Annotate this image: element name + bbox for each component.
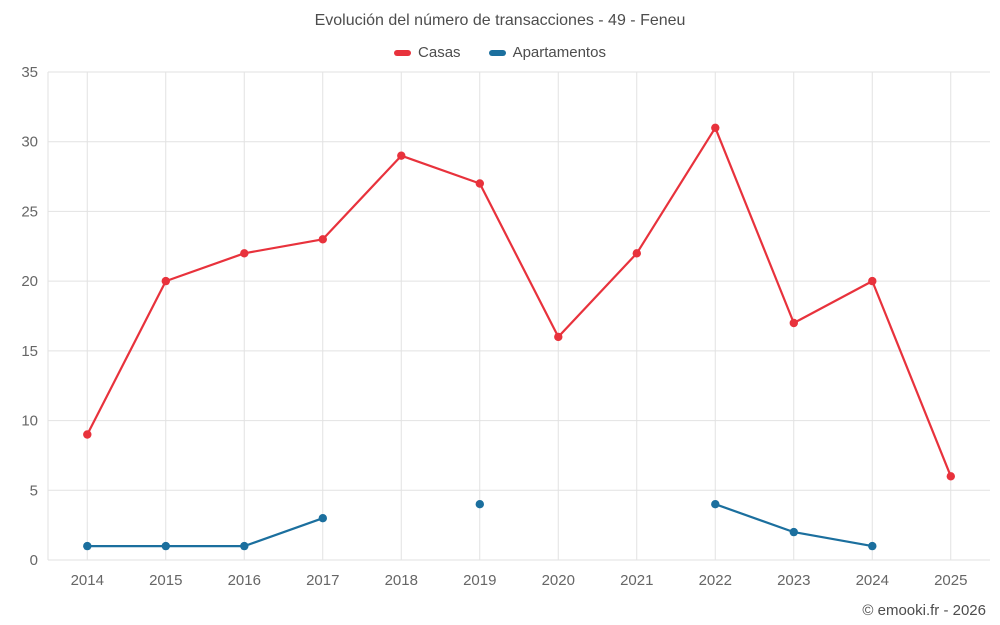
data-point-apartamentos: [318, 514, 327, 523]
data-point-casas: [946, 472, 955, 481]
legend: Casas Apartamentos: [0, 44, 1000, 61]
data-point-casas: [475, 179, 484, 188]
x-axis-tick-label: 2022: [699, 572, 732, 589]
y-axis-tick-label: 30: [21, 134, 38, 151]
data-point-casas: [83, 430, 92, 439]
data-point-casas: [161, 276, 170, 286]
data-point-apartamentos: [475, 500, 484, 509]
y-grid-and-labels: 0 5 10 15 20 25 30 35: [21, 64, 990, 569]
y-axis-tick-label: 25: [21, 203, 38, 220]
data-point-apartamentos: [711, 500, 720, 509]
data-point-casas: [868, 276, 877, 286]
legend-label: Casas: [418, 44, 461, 61]
data-point-casas: [711, 123, 720, 132]
data-point-casas: [789, 318, 798, 328]
x-axis-tick-label: 2025: [934, 572, 967, 589]
legend-swatch-casas: [394, 49, 412, 56]
x-axis-tick-label: 2014: [71, 572, 104, 589]
y-axis-tick-label: 20: [21, 273, 38, 290]
x-grid-and-labels: 2014 2015 2016 2017 2018 2019 2020 2021 2022 2023…: [47, 72, 967, 589]
series-line-casas: [86, 126, 952, 478]
copyright: © emooki.fr - 2026: [862, 602, 986, 619]
data-point-casas: [318, 235, 327, 244]
data-point-apartamentos: [789, 527, 798, 537]
y-axis-tick-label: 35: [21, 64, 38, 81]
chart-title: Evolución del número de transacciones - …: [314, 12, 686, 29]
data-point-casas: [632, 249, 641, 258]
y-axis-tick-label: 10: [21, 413, 38, 430]
x-axis-tick-label: 2016: [228, 572, 261, 589]
data-point-casas: [397, 151, 406, 160]
x-axis-tick-label: 2015: [149, 572, 182, 589]
x-axis-tick-label: 2019: [463, 572, 496, 589]
y-axis-tick-label: 5: [30, 482, 38, 499]
x-axis-tick-label: 2021: [620, 572, 653, 589]
legend-item-casas[interactable]: Casas: [394, 44, 461, 61]
data-point-apartamentos: [868, 541, 877, 551]
legend-item-apartamentos[interactable]: Apartamentos: [488, 44, 606, 61]
y-axis-tick-label: 0: [30, 552, 38, 569]
data-point-casas: [240, 249, 249, 258]
y-axis-tick-label: 15: [21, 343, 38, 360]
legend-label: Apartamentos: [512, 44, 606, 61]
x-axis-tick-label: 2024: [856, 572, 889, 589]
x-axis-tick-label: 2017: [306, 572, 339, 589]
data-point-casas: [554, 332, 563, 342]
legend-swatch-apartamentos: [488, 49, 506, 56]
x-axis-tick-label: 2020: [542, 572, 575, 589]
data-point-apartamentos: [161, 541, 170, 551]
data-point-apartamentos: [83, 541, 92, 551]
data-point-apartamentos: [240, 541, 249, 551]
x-axis-tick-label: 2023: [777, 572, 810, 589]
x-axis-tick-label: 2018: [385, 572, 418, 589]
